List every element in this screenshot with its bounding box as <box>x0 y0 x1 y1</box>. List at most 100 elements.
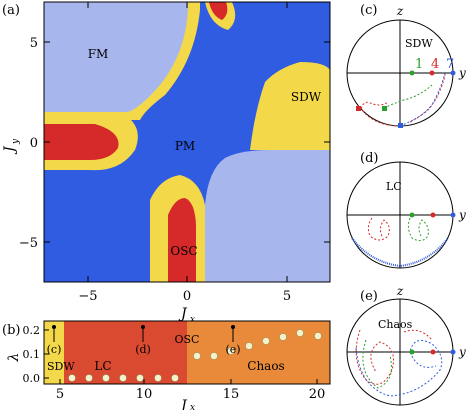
b-xtick-4: 20 <box>309 387 326 402</box>
pm-label: PM <box>175 139 195 153</box>
d-dot-blue <box>450 212 456 218</box>
c-marker-red <box>356 106 361 111</box>
b-marker-e: (e) <box>225 343 240 356</box>
b-chaos-label: Chaos <box>247 359 284 373</box>
e-dot-red <box>430 349 436 355</box>
b-xtick-2: 10 <box>136 387 153 402</box>
b-point <box>102 374 110 382</box>
b-point <box>193 352 201 360</box>
e-traj-red-2 <box>403 329 433 341</box>
c-dot-red <box>429 70 435 76</box>
panel-e: (e) z Chaos y <box>346 284 466 406</box>
b-marker-d: (d) <box>135 343 151 356</box>
panel-b-label: (b) <box>2 323 20 338</box>
d-traj-blue <box>351 237 449 268</box>
b-lc-label: LC <box>94 359 111 373</box>
c-marker-green <box>382 106 387 111</box>
d-y-label: y <box>458 208 466 222</box>
a-xtick-2: 0 <box>183 289 191 304</box>
b-ytick-2: 0.1 <box>23 348 41 361</box>
b-point <box>245 342 253 350</box>
a-xlabel: J <box>178 306 188 322</box>
fm-region-lower-right <box>205 150 330 282</box>
e-y-label: y <box>458 345 466 359</box>
osc-region-top <box>209 2 228 20</box>
d-title: LC <box>386 180 402 193</box>
b-sdw-region <box>44 321 64 384</box>
c-y-label: y <box>458 66 466 80</box>
c-value-1: 1 <box>415 57 423 72</box>
osc-region-bottom <box>168 198 196 282</box>
c-value-4: 4 <box>431 57 439 72</box>
panel-a-label: (a) <box>2 3 20 18</box>
b-point <box>154 374 162 382</box>
b-ytick-3: 0.0 <box>23 372 41 385</box>
c-dot-blue <box>450 70 456 76</box>
b-point <box>314 332 322 340</box>
e-dot-blue <box>450 349 456 355</box>
b-point <box>68 374 76 382</box>
b-point <box>210 352 218 360</box>
b-point <box>296 329 304 337</box>
sdw-label: SDW <box>291 90 322 104</box>
b-point <box>227 347 235 355</box>
panel-a: (a) −5 0 5 5 0 −5 J x J y FM PM SDW OSC <box>2 1 331 325</box>
b-point <box>119 374 127 382</box>
panel-b-ticks <box>44 329 318 384</box>
a-xlabel-sub: x <box>190 315 195 325</box>
b-sdw-label: SDW <box>47 360 75 373</box>
panel-c-label: (c) <box>360 3 377 18</box>
sdw-region-right <box>250 62 330 150</box>
panel-d: (d) LC y <box>346 151 466 269</box>
a-ytick-3: −5 <box>19 236 38 251</box>
panel-c: (c) z y SDW 1 4 7 <box>346 3 466 128</box>
c-traj-red <box>361 101 401 127</box>
b-xlabel: J <box>178 398 188 410</box>
b-point <box>85 374 93 382</box>
fm-label: FM <box>88 47 109 61</box>
b-point <box>171 374 179 382</box>
panel-d-label: (d) <box>360 151 378 166</box>
panel-a-ticks <box>44 2 330 282</box>
osc-label: OSC <box>170 244 197 258</box>
b-ytick-1: 0.2 <box>23 324 41 337</box>
a-ylabel: J <box>2 145 18 155</box>
e-z-label: z <box>396 284 404 298</box>
a-ylabel-sub: y <box>11 138 21 145</box>
b-point <box>136 374 144 382</box>
b-lambda-points <box>68 329 322 382</box>
e-title: Chaos <box>378 318 413 331</box>
panel-b: (b) 0.2 0.1 0.0 5 10 15 20 J x λ (c) (d)… <box>2 320 331 410</box>
a-xtick-1: −5 <box>78 289 97 304</box>
b-xlabel-sub: x <box>190 403 195 410</box>
c-traj-red-2 <box>409 72 446 123</box>
d-dot-green <box>409 212 415 218</box>
b-marker-dot-d <box>141 325 145 329</box>
a-ytick-2: 0 <box>30 136 38 151</box>
b-marker-dot-c <box>52 325 56 329</box>
c-dot-green <box>409 70 415 76</box>
b-chaos-region <box>187 321 330 384</box>
c-value-7: 7 <box>446 57 454 72</box>
e-dot-green <box>409 349 415 355</box>
a-ytick-1: 5 <box>30 36 38 51</box>
a-xtick-3: 5 <box>283 289 291 304</box>
fm-region-upper-left <box>44 2 188 112</box>
b-point <box>262 337 270 345</box>
d-dot-red <box>430 212 436 218</box>
c-z-label: z <box>396 4 404 18</box>
b-xtick-3: 15 <box>223 387 240 402</box>
c-marker-blue <box>398 123 403 128</box>
b-marker-dot-e <box>231 325 235 329</box>
b-marker-c: (c) <box>47 343 62 356</box>
b-osc-label: OSC <box>175 333 200 346</box>
b-point <box>279 333 287 341</box>
a-ylabel-group: J y <box>2 138 21 155</box>
b-lc-region <box>64 321 187 384</box>
osc-region-left <box>44 124 119 160</box>
c-title: SDW <box>405 37 433 50</box>
b-marker-stems <box>53 327 234 342</box>
d-traj-red <box>367 217 390 241</box>
panel-e-label: (e) <box>360 289 378 304</box>
